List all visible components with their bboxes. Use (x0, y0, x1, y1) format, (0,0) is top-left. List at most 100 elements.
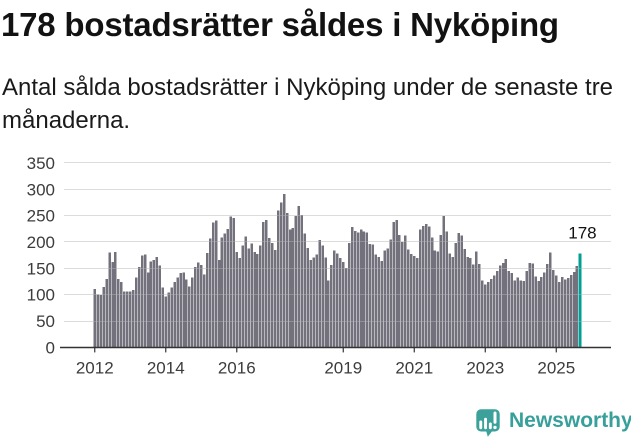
newsworthy-logo-text: Newsworthy (509, 409, 631, 432)
bar (430, 237, 434, 348)
bar (256, 254, 259, 348)
bar (241, 245, 244, 348)
bar (176, 277, 179, 348)
bar (164, 296, 167, 348)
x-tick-label-2012: 2012 (76, 359, 114, 378)
page-subtitle: Antal sålda bostadsrätter i Nyköping und… (2, 74, 614, 134)
bar (359, 229, 363, 348)
bar (398, 235, 401, 348)
bar (265, 219, 268, 348)
bar (312, 257, 315, 348)
bar (259, 245, 262, 348)
bar (126, 291, 129, 348)
bar (410, 254, 413, 348)
bar (146, 272, 150, 348)
bar (155, 256, 159, 348)
bar (454, 243, 457, 348)
bar (173, 282, 176, 348)
bar (105, 278, 108, 348)
bar (120, 282, 123, 348)
bars (93, 194, 582, 348)
bar (371, 244, 375, 348)
newsworthy-logo: Newsworthy (476, 409, 631, 437)
bar (407, 249, 410, 348)
bar (448, 253, 452, 348)
bar (531, 263, 534, 348)
bar (543, 272, 546, 348)
bar (342, 262, 345, 348)
bar (143, 254, 147, 348)
bar (401, 242, 404, 348)
bar (492, 275, 496, 348)
bar (460, 235, 463, 348)
bar (522, 281, 525, 348)
bar (188, 286, 191, 348)
bar (442, 216, 446, 348)
bar (555, 275, 558, 348)
bar (415, 257, 419, 348)
bar (217, 259, 221, 348)
newsworthy-logo-icon (476, 409, 500, 437)
bar (424, 224, 428, 348)
bar (327, 280, 330, 348)
bar (472, 264, 475, 348)
bar (498, 265, 502, 348)
bar (469, 257, 472, 348)
bar (211, 222, 215, 348)
bar (161, 287, 165, 348)
bar (537, 281, 540, 348)
bar (208, 238, 212, 348)
bar (268, 237, 271, 348)
bar (108, 252, 111, 348)
bar (433, 250, 437, 348)
y-tick-label-300: 300 (27, 180, 55, 199)
y-tick-label-150: 150 (27, 259, 55, 278)
bar (247, 248, 250, 348)
bar (540, 276, 543, 348)
bar (140, 255, 144, 348)
bar (501, 263, 505, 348)
bar (321, 245, 324, 348)
bar (170, 287, 173, 348)
bar (395, 219, 398, 348)
bar (534, 276, 537, 348)
bar (185, 279, 188, 348)
bar (383, 250, 386, 348)
bar (137, 266, 141, 348)
bar (99, 295, 102, 348)
bar (194, 266, 197, 348)
bar (457, 233, 460, 348)
bar (404, 235, 407, 348)
bar (389, 239, 392, 348)
bar (117, 278, 120, 348)
bar (333, 250, 336, 348)
bar (350, 227, 354, 348)
y-tick-label-100: 100 (27, 286, 55, 305)
bar (380, 260, 383, 348)
bar (291, 227, 295, 348)
bar (294, 216, 298, 348)
bar (413, 256, 416, 348)
bar (362, 231, 366, 348)
bar (377, 256, 381, 348)
highlight-value-label: 178 (568, 223, 596, 242)
bar (339, 257, 342, 348)
bar (557, 282, 561, 348)
bar (427, 226, 431, 348)
bar (466, 256, 469, 348)
bar (569, 275, 573, 348)
bar (525, 270, 528, 348)
bar (167, 292, 170, 348)
bar (273, 249, 277, 348)
bar (528, 263, 531, 348)
bar (300, 215, 304, 348)
bar (463, 248, 466, 348)
bar (475, 251, 478, 348)
bar (439, 235, 443, 348)
bar (507, 270, 511, 348)
bar (158, 265, 162, 348)
bar (353, 230, 357, 348)
bar-highlight (578, 253, 582, 348)
bar (451, 256, 454, 348)
